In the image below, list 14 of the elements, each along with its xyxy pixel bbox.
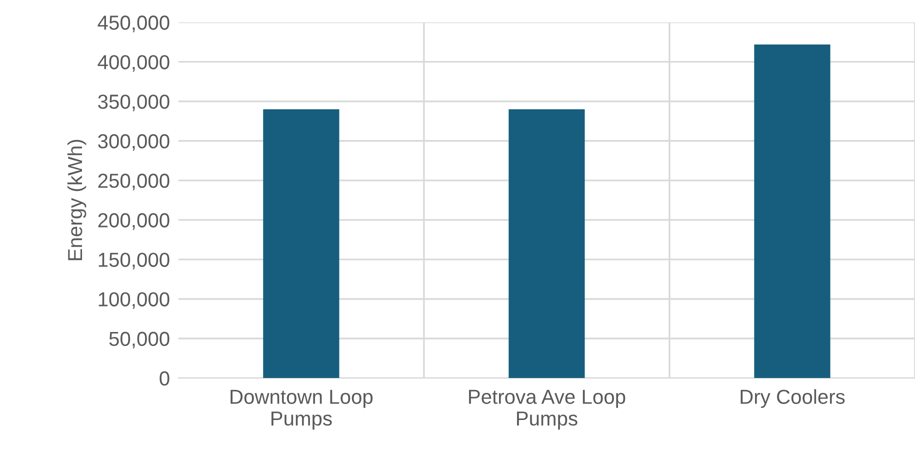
y-tick-label: 400,000 bbox=[98, 55, 170, 72]
y-tick-label: 200,000 bbox=[98, 213, 170, 230]
x-tick-label: Dry Coolers bbox=[740, 389, 845, 408]
x-tick-label: Downtown Loop Pumps bbox=[230, 390, 373, 430]
y-tick-label: 250,000 bbox=[98, 174, 170, 190]
y-tick-label: 50,000 bbox=[109, 332, 170, 348]
x-tick-label: Petrova Ave Loop Pumps bbox=[469, 390, 626, 430]
y-tick-label: 450,000 bbox=[98, 16, 170, 32]
y-tick-label: 0 bbox=[160, 371, 170, 386]
y-tick-label: 300,000 bbox=[98, 134, 170, 151]
y-tick-label: 350,000 bbox=[98, 94, 170, 112]
y-tick-label: 100,000 bbox=[98, 292, 170, 309]
y-tick-label: 150,000 bbox=[98, 252, 170, 270]
y-axis-title: Energy (kWh) bbox=[67, 140, 86, 260]
